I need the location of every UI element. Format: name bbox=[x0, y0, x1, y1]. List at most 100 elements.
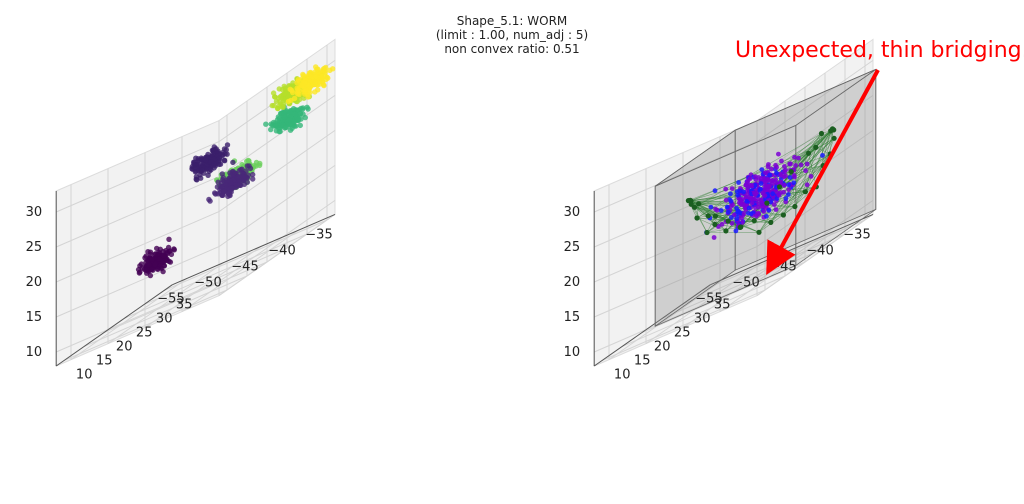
left-point bbox=[147, 272, 154, 279]
right-point bbox=[743, 194, 749, 200]
left-point bbox=[303, 87, 309, 93]
right-point bbox=[783, 196, 789, 201]
hull-edge bbox=[808, 153, 817, 187]
right-point bbox=[774, 170, 779, 176]
right-point bbox=[741, 211, 747, 216]
right-y-tick-label: 30 bbox=[694, 311, 711, 326]
left-point bbox=[276, 125, 282, 132]
left-point bbox=[263, 121, 269, 127]
left-point bbox=[197, 172, 203, 178]
hull-vertex bbox=[806, 150, 812, 156]
right-x-tick-label: −55 bbox=[695, 291, 722, 306]
left-point bbox=[286, 117, 292, 123]
left-point-cloud bbox=[135, 64, 336, 279]
left-point bbox=[321, 82, 327, 89]
right-point bbox=[718, 208, 724, 213]
left-point bbox=[297, 111, 304, 117]
right-point bbox=[765, 178, 771, 183]
hull-vertex bbox=[737, 224, 743, 230]
right-point bbox=[786, 182, 792, 188]
right-point bbox=[729, 186, 735, 192]
right-gridline bbox=[602, 289, 766, 361]
hull-edge bbox=[805, 128, 833, 192]
left-point bbox=[163, 247, 169, 254]
left-point bbox=[302, 114, 308, 121]
right-point bbox=[756, 197, 762, 202]
right-point bbox=[770, 191, 776, 197]
left-point bbox=[202, 157, 209, 163]
left-point bbox=[223, 147, 229, 153]
right-point bbox=[776, 151, 781, 157]
left-point bbox=[301, 83, 307, 89]
left-x-tick-label: −45 bbox=[231, 259, 258, 274]
right-point bbox=[796, 155, 801, 161]
hull-vertex bbox=[828, 128, 834, 134]
hull-vertex bbox=[704, 229, 710, 236]
right-point bbox=[760, 190, 766, 196]
left-gridline bbox=[144, 233, 308, 305]
right-point bbox=[728, 198, 734, 204]
left-point bbox=[287, 122, 293, 128]
left-point bbox=[192, 165, 198, 172]
hull-vertex bbox=[768, 219, 774, 225]
left-point bbox=[242, 174, 249, 180]
hull-edge bbox=[694, 207, 709, 217]
right-point bbox=[726, 209, 731, 215]
right-point bbox=[778, 172, 784, 178]
left-x-tick-label: −40 bbox=[268, 243, 295, 258]
right-point bbox=[771, 202, 777, 208]
right-point bbox=[770, 178, 776, 184]
right-point bbox=[756, 204, 761, 210]
right-point bbox=[765, 164, 771, 170]
left-point bbox=[250, 176, 256, 182]
left-gridline bbox=[56, 246, 220, 318]
left-point bbox=[296, 78, 302, 84]
right-y-tick-label: 35 bbox=[714, 297, 731, 312]
left-gridline bbox=[124, 247, 288, 319]
left-point bbox=[221, 158, 228, 164]
right-point bbox=[738, 202, 744, 207]
right-point bbox=[752, 196, 758, 202]
right-point bbox=[746, 205, 752, 211]
left-point bbox=[297, 122, 303, 129]
left-point bbox=[218, 180, 225, 186]
left-gridline bbox=[56, 141, 220, 213]
left-gridline bbox=[181, 229, 299, 313]
right-x-tick-label: −50 bbox=[732, 275, 759, 290]
right-gridline bbox=[756, 164, 874, 248]
left-gridline bbox=[107, 261, 225, 345]
right-point bbox=[759, 167, 765, 173]
right-z-tick-label: 15 bbox=[564, 310, 581, 325]
left-y-tick-label: 30 bbox=[156, 311, 173, 326]
left-y-tick-label: 15 bbox=[96, 353, 113, 368]
left-point bbox=[168, 251, 175, 258]
left-point bbox=[228, 172, 234, 179]
right-point bbox=[741, 189, 746, 195]
left-gridline bbox=[56, 281, 220, 353]
left-point bbox=[207, 166, 213, 172]
hull-edge bbox=[758, 206, 796, 233]
left-point bbox=[325, 75, 331, 81]
right-point bbox=[787, 175, 793, 180]
title-line-1: Shape_5.1: WORM bbox=[456, 14, 568, 28]
left-point bbox=[251, 162, 257, 169]
left-gridline bbox=[218, 164, 336, 248]
left-point bbox=[327, 67, 333, 74]
left-point bbox=[239, 166, 245, 172]
right-point bbox=[782, 182, 787, 188]
right-point bbox=[808, 174, 814, 179]
right-point bbox=[759, 203, 765, 209]
right-point bbox=[723, 197, 729, 203]
right-point bbox=[749, 200, 755, 206]
left-point bbox=[213, 146, 219, 152]
right-point bbox=[737, 188, 743, 194]
right-point bbox=[752, 191, 758, 197]
left-point bbox=[236, 182, 243, 188]
left-z-tick-label: 25 bbox=[26, 240, 43, 255]
left-point bbox=[298, 105, 304, 112]
right-point bbox=[803, 168, 808, 174]
right-point bbox=[820, 153, 825, 158]
hull-vertex bbox=[705, 213, 711, 219]
